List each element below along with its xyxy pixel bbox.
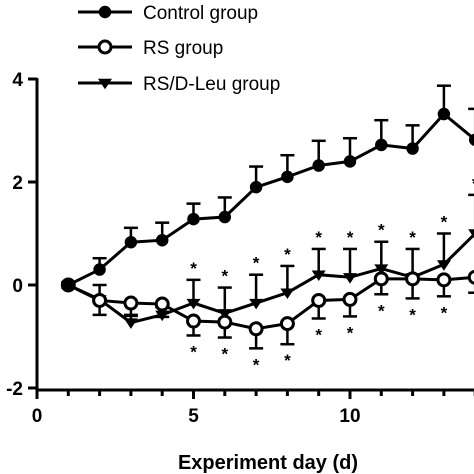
data-point: [405, 271, 421, 287]
significance-star: *: [409, 228, 416, 247]
legend-item: Control group: [78, 3, 258, 24]
data-point: [279, 316, 295, 332]
data-point: [249, 180, 263, 194]
significance-star: *: [221, 345, 228, 364]
significance-star: *: [378, 301, 385, 320]
data-point: [62, 278, 75, 292]
series-layer: [60, 84, 474, 350]
significance-star: *: [347, 323, 354, 342]
data-point: [343, 155, 357, 168]
data-point: [406, 142, 419, 155]
legend-label: Control group: [143, 3, 258, 24]
significance-star: *: [315, 325, 322, 344]
data-point: [311, 270, 326, 281]
data-point: [437, 107, 451, 121]
data-point: [249, 298, 264, 310]
significance-layer: * * * * * * * * * * * * * * * * * * *: [190, 174, 474, 374]
axes: 4 2 0 -2 0 5 10: [6, 70, 474, 427]
data-point: [280, 288, 295, 300]
y-tick-label: -2: [6, 379, 23, 400]
data-point: [155, 233, 169, 247]
data-point: [468, 133, 474, 146]
significance-star: *: [441, 213, 448, 232]
legend-marker: [98, 78, 112, 90]
data-point: [217, 309, 232, 320]
data-point: [373, 271, 389, 287]
data-point: [343, 273, 357, 284]
data-point: [123, 318, 138, 329]
significance-star: *: [190, 342, 197, 361]
significance-star: *: [284, 245, 291, 264]
y-tick-label: 0: [12, 276, 23, 297]
x-tick-label: 5: [188, 406, 199, 427]
significance-star: *: [221, 267, 228, 286]
significance-star: *: [347, 228, 354, 247]
data-point: [186, 313, 201, 329]
data-point: [312, 159, 325, 172]
significance-star: *: [253, 254, 260, 273]
significance-star: *: [472, 174, 474, 193]
data-point: [217, 314, 233, 330]
data-point: [218, 210, 232, 224]
series-control-group: [61, 84, 474, 292]
legend-item: RS group: [78, 38, 223, 59]
y-tick-label: 2: [12, 173, 23, 194]
data-point: [436, 260, 451, 271]
data-point: [187, 212, 200, 226]
significance-star: *: [315, 228, 322, 247]
data-point: [186, 298, 201, 310]
legend-label: RS/D-Leu group: [143, 74, 280, 95]
data-point: [374, 264, 389, 275]
data-point: [92, 292, 108, 308]
legend-item: RS/D-Leu group: [78, 74, 280, 95]
data-point: [124, 236, 138, 249]
legend: Control group RS group RS/D-Leu group: [78, 3, 280, 95]
x-tick-label: 0: [32, 406, 43, 427]
significance-star: *: [253, 355, 260, 374]
data-point: [154, 296, 170, 312]
significance-star: *: [378, 221, 385, 240]
data-point: [342, 291, 358, 307]
data-point: [311, 292, 327, 308]
data-point: [93, 263, 106, 276]
significance-star: *: [190, 259, 197, 278]
x-tick-label: 10: [339, 406, 360, 427]
significance-star: *: [409, 305, 416, 324]
data-point: [467, 269, 474, 285]
data-point: [375, 138, 388, 152]
y-tick-label: 4: [12, 70, 23, 91]
legend-marker: [97, 39, 113, 55]
legend-marker: [98, 5, 112, 19]
significance-star: *: [284, 351, 291, 370]
series-rs-group: [60, 269, 474, 350]
data-point: [123, 295, 139, 311]
data-point: [248, 321, 264, 337]
data-point: [468, 229, 474, 238]
data-point: [436, 272, 452, 288]
x-axis-label: Experiment day (d): [178, 452, 358, 474]
legend-label: RS group: [143, 38, 223, 59]
data-point: [281, 170, 294, 184]
significance-star: *: [441, 303, 448, 322]
